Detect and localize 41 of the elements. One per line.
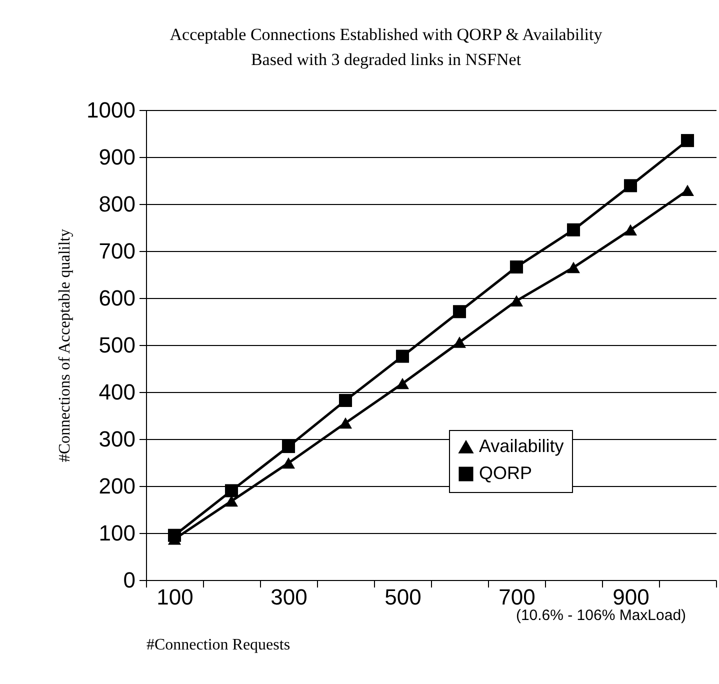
y-tick-label: 200 — [98, 474, 136, 498]
y-tick-label: 500 — [98, 332, 136, 358]
x-tick-label: 500 — [384, 584, 422, 610]
x-tick-label: 100 — [156, 584, 194, 610]
point — [624, 179, 638, 192]
point — [624, 224, 638, 236]
point — [224, 495, 238, 507]
point — [396, 378, 410, 390]
point — [566, 223, 580, 236]
point — [224, 484, 238, 498]
y-tick-label: 100 — [98, 520, 136, 546]
y-tick-label: 1000 — [86, 98, 136, 122]
point — [452, 305, 466, 318]
y-tick-label: 700 — [98, 238, 136, 264]
point — [680, 134, 694, 148]
legend-label: Availability — [479, 436, 564, 456]
x-tick-label: 300 — [270, 584, 308, 610]
y-axis-title: #Connections of Acceptable qualilty — [56, 228, 74, 462]
legend-label: QORP — [479, 463, 532, 483]
y-tick-label: 600 — [98, 286, 136, 310]
point — [282, 457, 296, 469]
point — [452, 336, 466, 348]
chart-title: Acceptable Connections Established with QORP & Availability — [170, 25, 603, 44]
y-tick-label: 0 — [123, 568, 136, 592]
point — [510, 260, 524, 274]
text: (10.6% - 106% MaxLoad) — [516, 607, 686, 624]
chart-subtitle: Based with 3 degraded links in NSFNet — [250, 50, 522, 69]
y-tick-label: 400 — [98, 380, 136, 404]
point — [396, 350, 410, 363]
point — [338, 394, 352, 407]
point — [680, 184, 694, 196]
point — [566, 262, 580, 274]
point — [510, 295, 524, 306]
x-tick-label: 700 — [498, 584, 536, 610]
y-tick-label: 900 — [98, 144, 136, 170]
x-tick-label: 900 — [612, 584, 650, 610]
x-axis-title: #Connection Requests — [146, 636, 290, 654]
point — [282, 440, 296, 454]
y-tick-label: 800 — [98, 192, 136, 216]
point — [338, 417, 352, 429]
y-tick-label: 300 — [98, 426, 136, 452]
